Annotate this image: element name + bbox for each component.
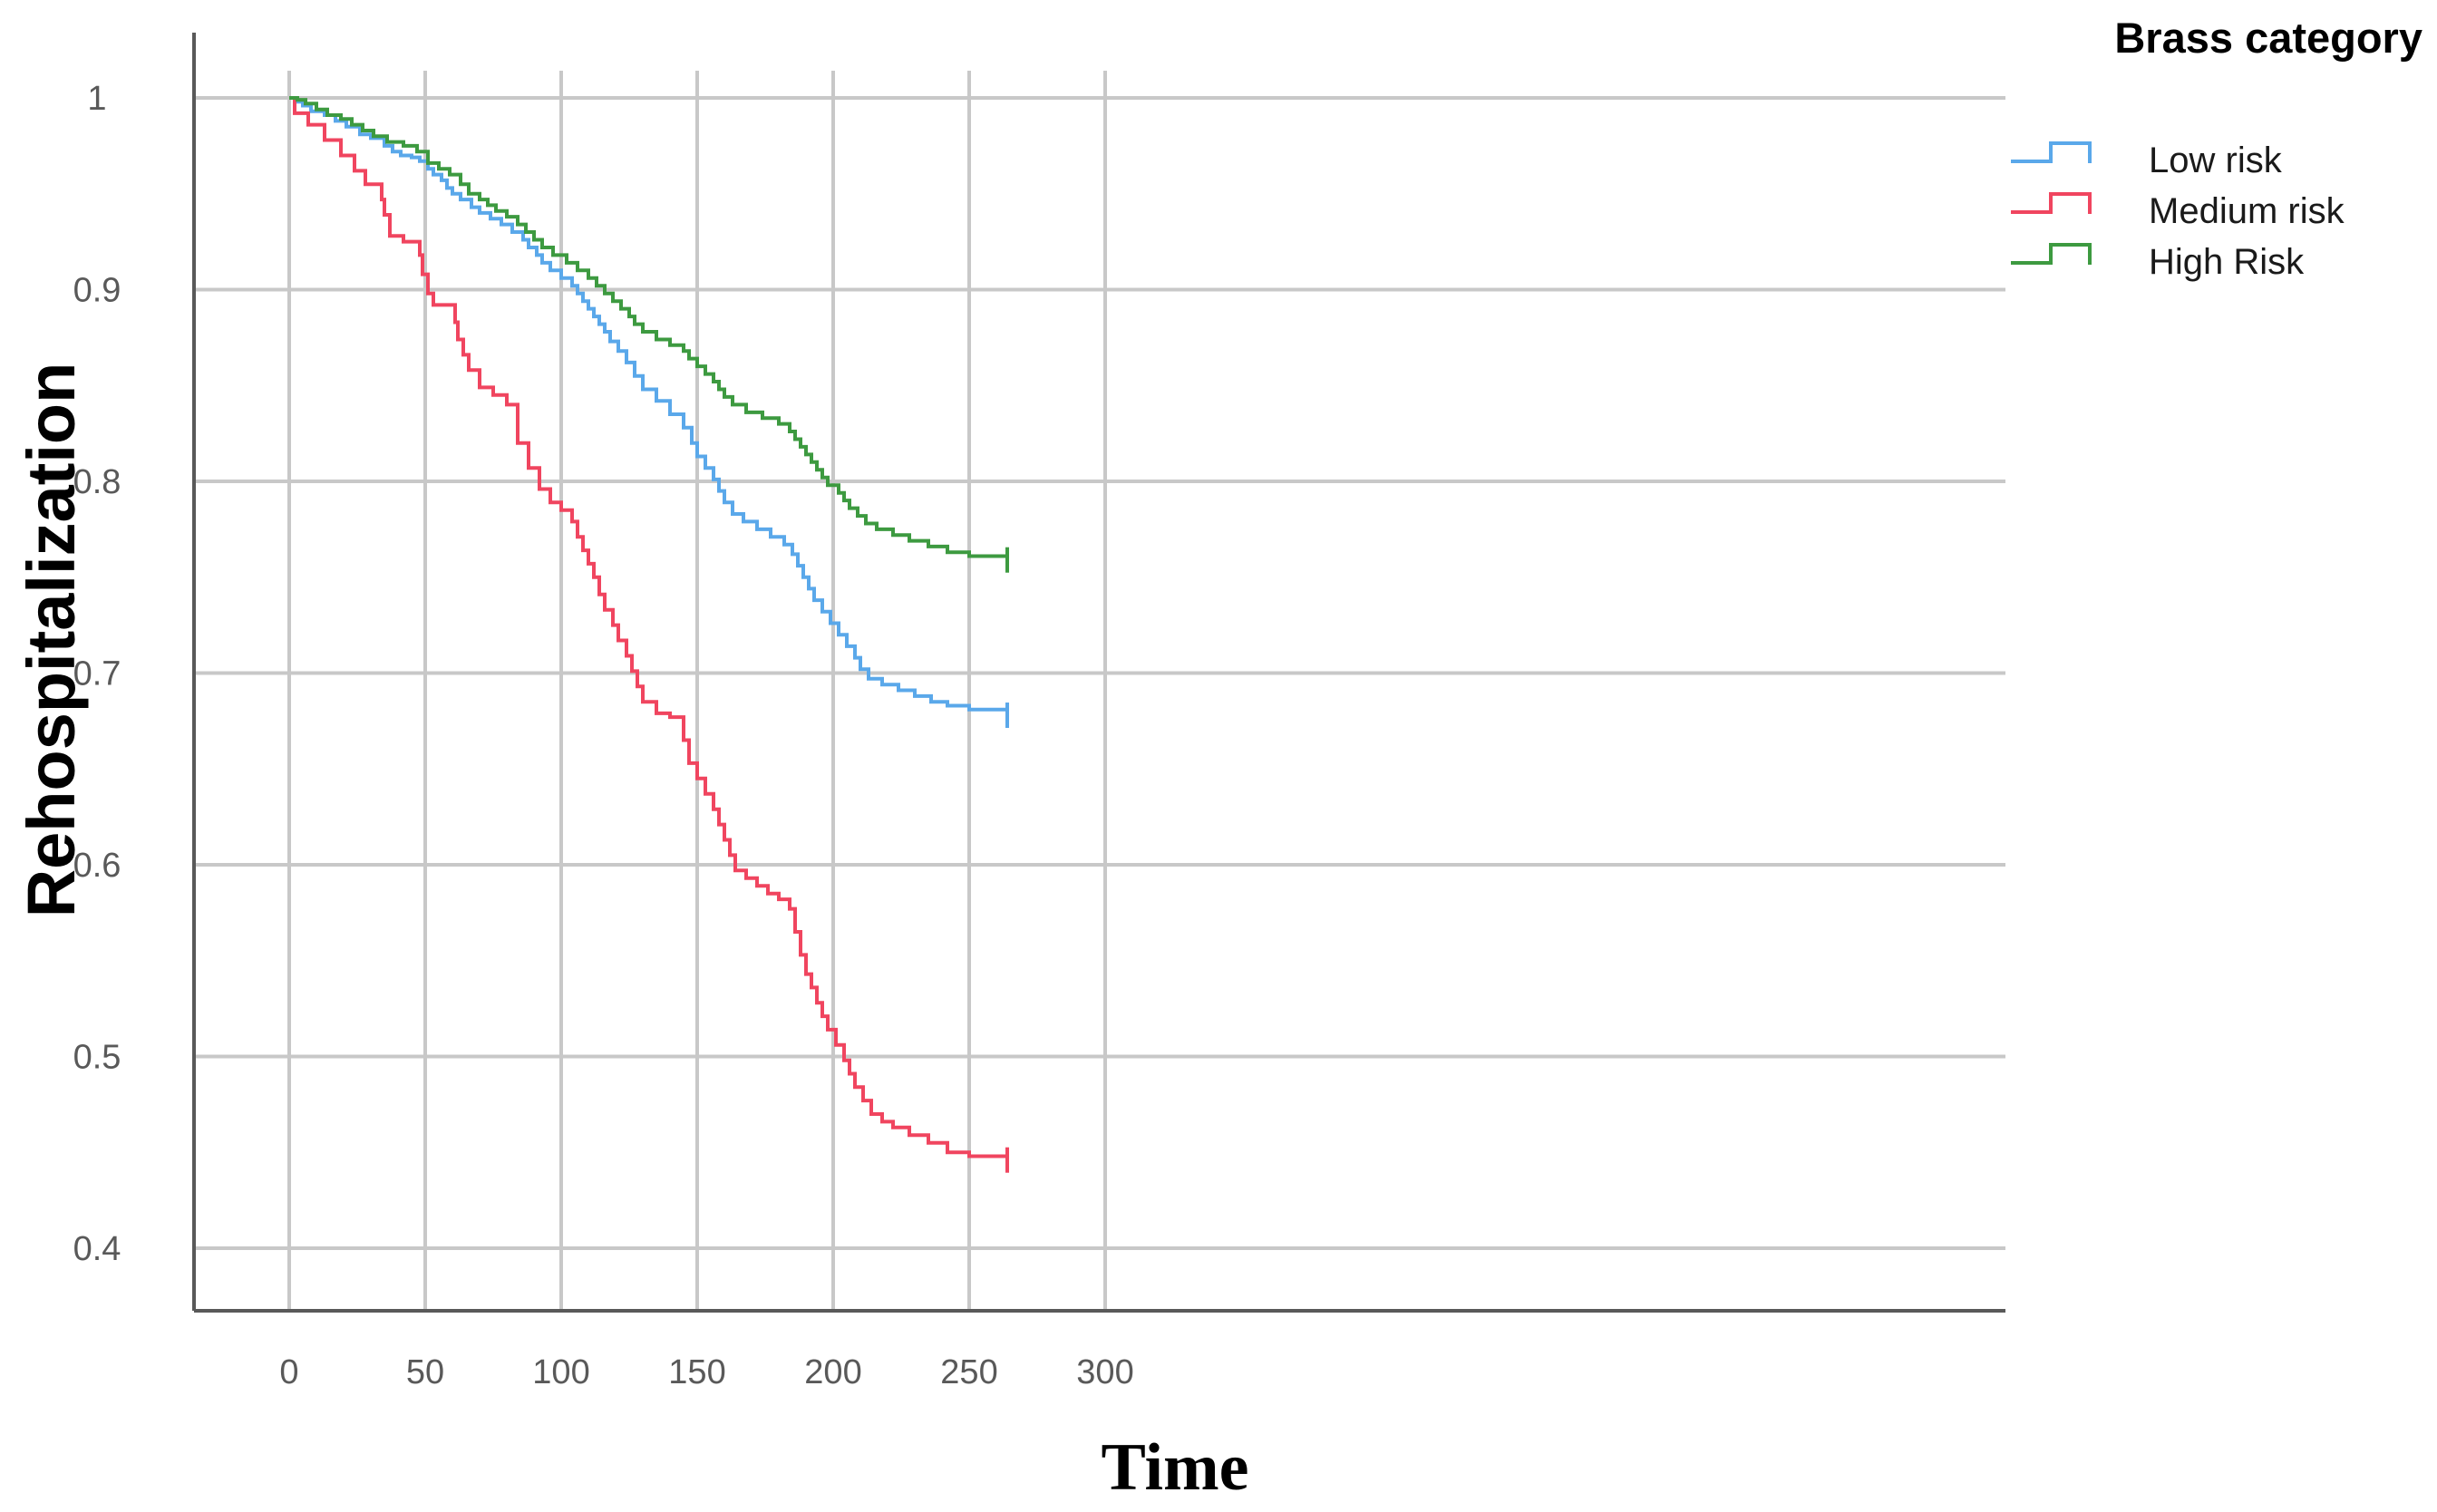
y-tick-label: 1 [87,80,106,118]
x-tick-label: 150 [668,1353,725,1391]
legend-swatch [2011,192,2092,214]
x-tick-label: 0 [279,1353,298,1391]
legend-label: Low risk [2149,141,2283,180]
y-tick-label: 0.8 [73,463,121,501]
legend: Brass category Low risk Medium risk High R… [2011,14,2422,282]
series-line-high-risk [289,96,1009,560]
legend-item: Medium risk [2011,191,2345,231]
y-axis-label: Rehospitalization [14,363,89,918]
y-tick-label: 0.5 [73,1039,121,1077]
x-tick-label: 50 [406,1353,444,1391]
gridlines [194,71,2005,1311]
y-tick-label: 0.6 [73,847,121,885]
y-tick-label: 0.7 [73,655,121,693]
x-tick-label: 100 [532,1353,589,1391]
x-tick-label: 300 [1076,1353,1133,1391]
axes [192,33,2005,1313]
legend-swatch [2011,141,2092,163]
legend-items: Low risk Medium risk High Risk [2011,141,2345,282]
legend-title: Brass category [2114,14,2422,62]
y-tick-label: 0.9 [73,272,121,310]
series-line-low-risk [289,96,1009,715]
tick-labels: 0 50 100 150 200 250 300 0.4 0.5 0.6 0.7 0.8 0.9 1 [73,80,1134,1391]
legend-item: High Risk [2011,242,2305,282]
legend-item: Low risk [2011,141,2283,180]
y-tick-label: 0.4 [73,1230,121,1268]
legend-label: Medium risk [2149,191,2345,231]
legend-label: High Risk [2149,242,2305,282]
x-tick-label: 200 [804,1353,861,1391]
series-lines [289,96,1009,1173]
x-axis-label: Time [1101,1430,1248,1505]
legend-swatch [2011,243,2092,265]
series-line-medium-risk [289,96,1009,1160]
x-tick-label: 250 [940,1353,997,1391]
